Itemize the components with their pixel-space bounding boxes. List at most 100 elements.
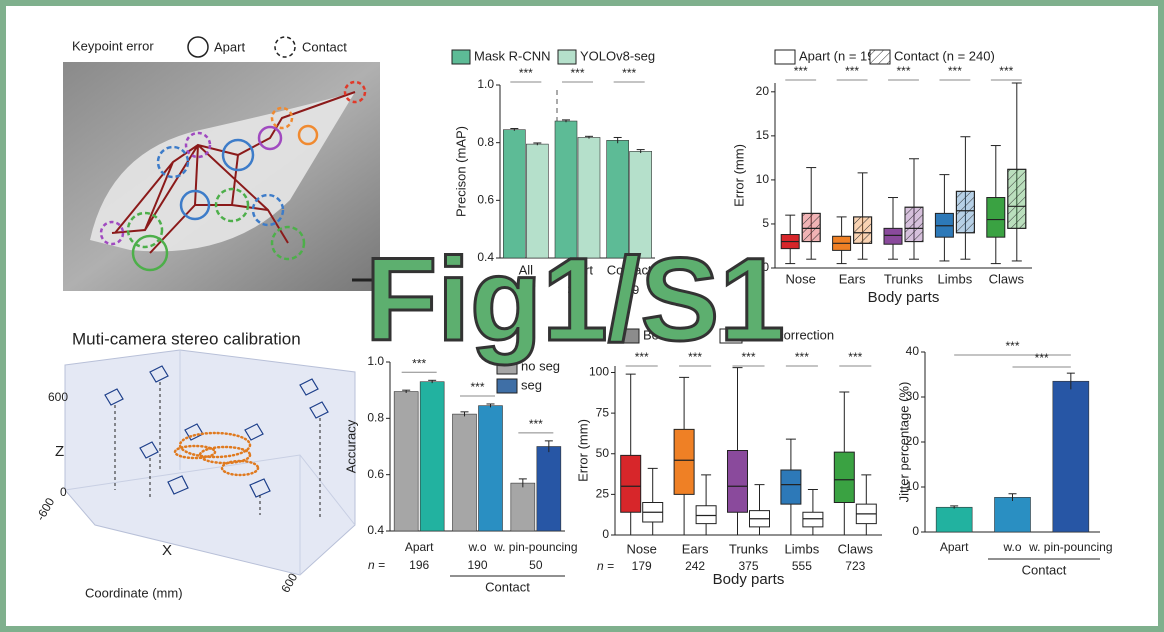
y-tick-label: 0.6 — [367, 467, 384, 481]
y-tick-label: 20 — [756, 84, 770, 98]
significance: *** — [848, 350, 862, 364]
significance: *** — [570, 66, 584, 80]
x-tick-label: All — [519, 262, 534, 277]
n-value: 555 — [792, 559, 812, 573]
y-tick-label: 15 — [756, 128, 770, 142]
y-tick-label: 1.0 — [477, 77, 494, 91]
n-label: n = — [597, 559, 614, 573]
bar — [994, 497, 1031, 533]
legend-label: YOLOv8-seg — [580, 48, 655, 63]
significance: *** — [794, 64, 808, 78]
box-hatch — [955, 190, 975, 234]
significance: *** — [412, 356, 426, 370]
box — [986, 197, 1006, 238]
axis-caption: Coordinate (mm) — [85, 585, 183, 600]
x-tick-label: w.o — [1002, 540, 1021, 554]
n-value: 50 — [529, 558, 543, 572]
y-tick-label: 10 — [906, 479, 920, 493]
n-value: 289 — [619, 283, 639, 297]
significance: *** — [1005, 339, 1019, 353]
legend-title: Keypoint error — [72, 38, 154, 53]
x-tick-label: Apart — [562, 262, 593, 277]
x-tick-label: Limbs — [938, 271, 973, 286]
significance: *** — [845, 64, 859, 78]
x-tick-label: Claws — [838, 541, 874, 556]
calibration-panel: Muti-camera stereo calibration 600 0 -60… — [33, 329, 356, 600]
y-tick-label: 0 — [912, 524, 919, 538]
y-tick-label: 5 — [762, 216, 769, 230]
y-axis-label: Precison (mAP) — [453, 126, 468, 217]
n-value: 368 — [567, 283, 587, 297]
z-tick-label: 600 — [48, 390, 68, 404]
box-hatch — [853, 216, 873, 244]
significance: *** — [999, 64, 1013, 78]
bar — [478, 405, 503, 532]
n-label: n = — [480, 283, 497, 297]
plot-box — [64, 349, 356, 576]
legend-label: seg — [521, 377, 542, 392]
legend-swatch — [774, 49, 796, 65]
significance: *** — [529, 417, 543, 431]
n-value: 375 — [738, 559, 758, 573]
y-tick-label: 75 — [596, 405, 610, 419]
z-tick-label: 0 — [60, 485, 67, 499]
legend-symbol — [187, 36, 209, 58]
trajectory — [173, 431, 260, 477]
bar — [452, 413, 477, 532]
bar — [419, 381, 445, 532]
x-tick-label: Ears — [682, 541, 709, 556]
x-label: X — [162, 542, 172, 559]
box — [833, 451, 855, 503]
x-tick-label: w. pin-pouncing — [1028, 540, 1112, 554]
group-label: Contact — [1022, 562, 1067, 577]
y-tick-label: 0.4 — [477, 250, 494, 264]
keypoint-panel: Keypoint error Apart Contact — [63, 36, 380, 291]
legend-swatch — [451, 49, 471, 65]
legend-symbol — [274, 36, 296, 58]
legend-swatch — [496, 359, 518, 375]
skeleton — [111, 91, 356, 254]
y-tick-label: 10 — [756, 172, 770, 186]
legend-label: Apart (n = 196) — [799, 48, 886, 63]
box — [727, 450, 748, 513]
n-value: 196 — [409, 558, 429, 572]
legend-label: After correction — [746, 327, 834, 342]
legend-swatch — [616, 328, 640, 344]
box-hatch — [801, 212, 821, 243]
box-edges — [64, 350, 356, 575]
legend-label: Before — [643, 327, 681, 342]
bar — [510, 482, 536, 532]
y-tick-label: 0.8 — [367, 411, 384, 425]
legend-swatch — [719, 328, 743, 344]
y-axis-label: Accuracy — [343, 419, 358, 473]
bar — [935, 506, 973, 533]
legend-label: Contact (n = 240) — [894, 48, 995, 63]
y-tick-label: 0.8 — [477, 135, 494, 149]
legend-swatch — [496, 378, 518, 394]
x-tick-label: Limbs — [785, 541, 820, 556]
y-tick-label: 40 — [906, 344, 920, 358]
legend-swatch — [557, 49, 577, 65]
x-tick-label: w. pin-pouncing — [493, 540, 577, 554]
box — [620, 454, 642, 513]
x-axis-label: Body parts — [868, 289, 940, 306]
n-label: n = — [368, 558, 385, 572]
x-tick-label: Trunks — [729, 541, 769, 556]
significance: *** — [741, 350, 755, 364]
y-axis-label: Error (mm) — [731, 144, 746, 207]
bar — [393, 391, 419, 532]
legend-label: no seg — [521, 358, 560, 373]
y-tick-label: 50 — [596, 446, 610, 460]
y-tick-label: 20 — [906, 434, 920, 448]
x-tick-label: Contact — [607, 262, 652, 277]
significance: *** — [1035, 351, 1049, 365]
camera-stems — [114, 382, 321, 520]
panel-title: Muti-camera stereo calibration — [72, 329, 301, 348]
x-tick-label: Apart — [940, 540, 969, 554]
legend-label: Contact — [302, 39, 347, 54]
bar — [1052, 380, 1090, 533]
box — [780, 469, 802, 505]
x-tick-label: Nose — [786, 271, 816, 286]
z-label: Z — [55, 443, 64, 460]
